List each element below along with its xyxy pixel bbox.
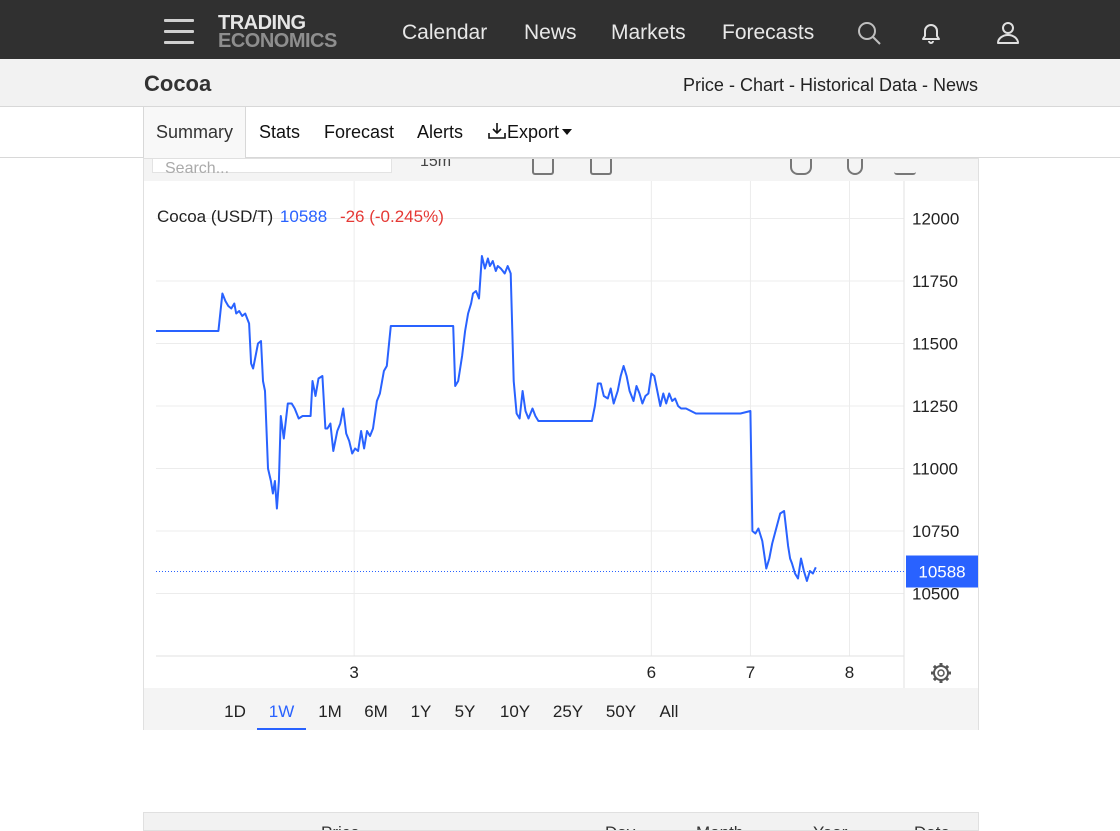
candles-icon[interactable] [532, 159, 554, 175]
logo-line2: ECONOMICS [218, 30, 337, 52]
price-series-line [156, 255, 817, 582]
nav-forecasts[interactable]: Forecasts [722, 21, 815, 44]
title-bar: Cocoa Price - Chart - Historical Data - … [0, 59, 1120, 107]
y-tick-label: 11500 [912, 335, 958, 354]
nav-calendar[interactable]: Calendar [402, 21, 488, 44]
logo-line1: TRADING [218, 12, 306, 34]
site-logo[interactable]: TRADING ECONOMICS [218, 12, 337, 52]
tab-stats[interactable]: Stats [259, 122, 301, 142]
export-label: Export [507, 122, 560, 142]
camera-icon[interactable] [790, 159, 812, 175]
range-all[interactable]: All [659, 702, 679, 721]
range-10y[interactable]: 10Y [499, 702, 531, 721]
top-navbar: TRADING ECONOMICS Calendar News Markets … [0, 0, 1120, 59]
y-tick-label: 11750 [912, 272, 958, 291]
range-50y[interactable]: 50Y [605, 702, 637, 721]
col-date: Date [914, 823, 950, 830]
legend-price: 10588 [279, 207, 328, 226]
tabs-bar: Summary Stats Forecast Alerts Export [0, 107, 1120, 158]
last-price-label-bg [906, 555, 978, 588]
user-icon[interactable] [995, 20, 1021, 46]
price-table-header: Price Day Month Year Date [143, 812, 979, 831]
gear-icon[interactable] [931, 663, 951, 683]
nav-markets[interactable]: Markets [611, 21, 686, 44]
legend-symbol: Cocoa (USD/T) [157, 207, 274, 226]
range-1m[interactable]: 1M [318, 702, 342, 721]
y-tick-label: 12000 [912, 210, 959, 229]
legend-change: -26 (-0.245%) [339, 207, 444, 226]
search-icon[interactable] [856, 20, 882, 46]
chevron-down-icon [562, 128, 573, 135]
range-1w[interactable]: 1W [257, 688, 306, 730]
last-price-label: 10588 [918, 563, 965, 582]
x-tick-label: 3 [349, 663, 358, 682]
menu-icon[interactable] [164, 19, 194, 45]
range-25y[interactable]: 25Y [552, 702, 584, 721]
range-selector: 1D 1W 1M 6M 1Y 5Y 10Y 25Y 50Y All [144, 688, 978, 730]
y-tick-label: 11000 [912, 460, 958, 479]
chart-toolbar: Search... 15m [144, 159, 978, 181]
indicators-icon[interactable] [590, 159, 612, 175]
col-day: Day [605, 823, 635, 830]
price-chart[interactable]: 10500 10750 11000 11250 11500 11750 12000 3 6 7 8 1… [144, 181, 978, 688]
symbol-search-input[interactable]: Search... [152, 159, 392, 177]
y-tick-label: 10500 [912, 585, 959, 604]
x-tick-label: 7 [746, 663, 755, 682]
y-tick-label: 11250 [912, 397, 958, 416]
range-1y[interactable]: 1Y [410, 702, 432, 721]
tab-summary[interactable]: Summary [143, 107, 247, 158]
tab-export[interactable]: Export [475, 107, 584, 158]
nav-news[interactable]: News [524, 21, 577, 44]
page-title: Cocoa [144, 71, 212, 96]
range-5y[interactable]: 5Y [454, 702, 476, 721]
settings-toolbar-icon[interactable] [847, 159, 863, 175]
section-links[interactable]: Price - Chart - Historical Data - News [682, 75, 978, 95]
fullscreen-icon[interactable] [894, 159, 916, 175]
range-1d[interactable]: 1D [224, 702, 246, 721]
y-tick-label: 10750 [912, 522, 959, 541]
chart-panel: Search... 15m 10500 10750 11000 11250 11500 1… [143, 158, 979, 730]
download-icon [488, 123, 506, 139]
range-6m[interactable]: 6M [364, 702, 388, 721]
tab-forecast[interactable]: Forecast [324, 122, 395, 142]
col-month: Month [696, 823, 743, 830]
bell-icon[interactable] [918, 20, 944, 46]
tab-alerts[interactable]: Alerts [417, 122, 464, 142]
col-year: Year [813, 823, 847, 830]
chart-legend: Cocoa (USD/T) 10588 -26 (-0.245%) [157, 207, 444, 227]
x-tick-label: 6 [647, 663, 656, 682]
interval-selector[interactable]: 15m [420, 159, 452, 170]
col-price: Price [321, 823, 360, 830]
x-tick-label: 8 [845, 663, 854, 682]
